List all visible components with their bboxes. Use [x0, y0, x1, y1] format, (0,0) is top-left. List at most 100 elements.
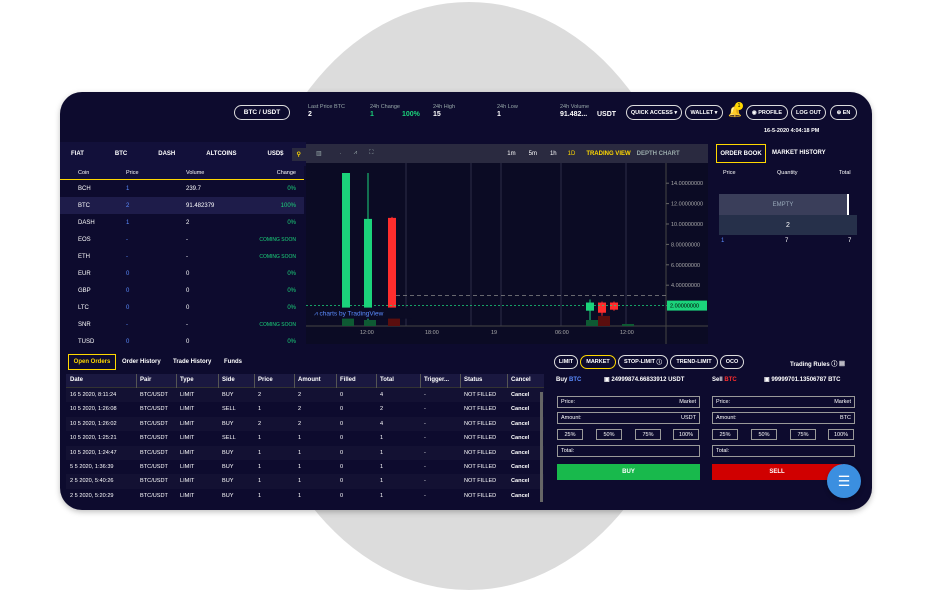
- wallet-dropdown[interactable]: WALLET ▾: [685, 105, 723, 120]
- col-coin: Coin: [78, 169, 90, 176]
- order-type-stop-limit[interactable]: STOP-LIMIT ⓘ: [618, 355, 668, 369]
- buy-pct-75[interactable]: 75%: [635, 429, 661, 440]
- buy-price-field[interactable]: Price: Market: [557, 396, 700, 408]
- profile-button[interactable]: ◉ PROFILE: [746, 105, 788, 120]
- trading-rules-link[interactable]: Trading Rules ⓘ ▦: [790, 359, 845, 368]
- market-row[interactable]: EUR 0 0 0%: [60, 265, 304, 282]
- tab-btc[interactable]: BTC: [114, 151, 128, 157]
- market-price: 2: [126, 202, 130, 209]
- ob-col-price: Price: [723, 170, 736, 176]
- market-row[interactable]: BCH 1 239.7 0%: [60, 180, 304, 197]
- order-side: BUY: [222, 392, 234, 398]
- language-button[interactable]: ⊕ EN: [830, 105, 857, 120]
- market-row[interactable]: EOS - - COMING SOON: [60, 231, 304, 248]
- sell-pct-25[interactable]: 25%: [712, 429, 738, 440]
- trading-view-tab[interactable]: TRADING VIEW: [586, 150, 631, 157]
- logout-button[interactable]: LOG OUT: [791, 105, 826, 120]
- fullscreen-icon[interactable]: ⛶: [369, 150, 374, 156]
- cancel-button[interactable]: Cancel: [511, 478, 530, 485]
- market-row[interactable]: TUSD 0 0 0%: [60, 333, 304, 350]
- buy-pct-50[interactable]: 50%: [596, 429, 622, 440]
- order-status: NOT FILLED: [464, 406, 497, 413]
- calculator-icon[interactable]: ▦: [839, 362, 846, 368]
- bar-chart-icon[interactable]: ▥: [316, 151, 322, 157]
- tab-trade-history[interactable]: Trade History: [173, 359, 212, 365]
- market-row[interactable]: ETH - - COMING SOON: [60, 248, 304, 265]
- tab-open-orders[interactable]: Open Orders: [68, 354, 116, 370]
- market-row[interactable]: BTC 2 91.482379 100%: [60, 197, 304, 214]
- cancel-button[interactable]: Cancel: [511, 392, 530, 398]
- buy-pct-25[interactable]: 25%: [557, 429, 583, 440]
- market-row[interactable]: LTC 0 0 0%: [60, 299, 304, 316]
- compare-icon[interactable]: ⩘: [353, 150, 358, 156]
- market-row[interactable]: DASH 1 2 0%: [60, 214, 304, 231]
- order-type-oco[interactable]: OCO: [720, 355, 744, 369]
- order-type-limit[interactable]: LIMIT: [554, 355, 578, 369]
- tab-fiat[interactable]: FIAT: [71, 151, 84, 157]
- order-pair: BTC/USDT: [140, 392, 168, 398]
- order-trigger: -: [424, 420, 426, 427]
- market-row[interactable]: SNR - - COMING SOON: [60, 316, 304, 333]
- sell-pct-100[interactable]: 100%: [828, 429, 854, 440]
- order-total: 1: [380, 449, 384, 456]
- interval-1m[interactable]: 1m: [507, 150, 516, 157]
- interval-1h[interactable]: 1h: [549, 150, 557, 157]
- order-type-market[interactable]: MARKET: [580, 355, 616, 369]
- interval-5m[interactable]: 5m: [528, 150, 537, 157]
- order-type: LIMIT: [180, 478, 195, 485]
- order-amount: 2: [298, 392, 302, 398]
- candle-body: [610, 302, 618, 310]
- sell-pct-75[interactable]: 75%: [790, 429, 816, 440]
- cancel-button[interactable]: Cancel: [511, 435, 530, 442]
- quick-access-dropdown[interactable]: QUICK ACCESS ▾: [626, 105, 682, 120]
- order-price: 1: [258, 449, 262, 456]
- buy-amount-unit: USDT: [681, 415, 696, 421]
- tab-altcoins[interactable]: ALTCOINS: [206, 151, 237, 157]
- sell-total-field[interactable]: Total:: [712, 445, 855, 457]
- depth-chart-tab[interactable]: DEPTH CHART: [636, 150, 680, 157]
- cancel-button[interactable]: Cancel: [511, 464, 530, 470]
- market-price: 0: [126, 270, 130, 277]
- cancel-button[interactable]: Cancel: [511, 406, 530, 413]
- sell-button[interactable]: SELL: [712, 464, 842, 480]
- market-coin: EUR: [78, 270, 91, 277]
- tab-dash[interactable]: DASH: [158, 151, 176, 157]
- market-header-row: Coin Price Volume Change: [60, 166, 304, 180]
- pair-selector-button[interactable]: BTC / USDT: [234, 105, 290, 120]
- cancel-button[interactable]: Cancel: [511, 420, 530, 427]
- chat-icon[interactable]: ☰: [827, 464, 861, 498]
- market-row[interactable]: GBP 0 0 0%: [60, 282, 304, 299]
- market-change: 0%: [287, 270, 296, 277]
- price-chart[interactable]: 14.00000000 12.00000000 10.00000000 8.00000…: [306, 163, 708, 344]
- buy-pct-100[interactable]: 100%: [673, 429, 699, 440]
- order-pair: BTC/USDT: [140, 449, 168, 456]
- orders-scrollbar[interactable]: [540, 392, 543, 502]
- market-history-tab[interactable]: MARKET HISTORY: [772, 150, 826, 156]
- cancel-button[interactable]: Cancel: [511, 449, 530, 456]
- orders-panel: Open Orders Order History Trade History …: [66, 352, 544, 510]
- current-datetime: 16-5-2020 4:04:18 PM: [764, 128, 820, 134]
- orders-col-order-pair: Pair: [140, 377, 152, 383]
- last-price-label: Last Price BTC: [308, 104, 345, 110]
- sell-price-field[interactable]: Price: Market: [712, 396, 855, 408]
- order-type-trend-limit[interactable]: TREND-LIMIT: [670, 355, 718, 369]
- order-side: BUY: [222, 464, 234, 470]
- indicator-icon[interactable]: ·: [339, 150, 342, 157]
- buy-amount-field[interactable]: Amount: USDT: [557, 412, 700, 424]
- order-amount: 1: [298, 435, 302, 442]
- tab-order-history[interactable]: Order History: [122, 359, 161, 365]
- trading-rules-label: Trading Rules: [790, 362, 830, 368]
- tab-funds[interactable]: Funds: [224, 359, 242, 365]
- buy-total-field[interactable]: Total:: [557, 445, 700, 457]
- candle-body: [388, 217, 396, 311]
- order-book-tab[interactable]: ORDER BOOK: [716, 144, 766, 163]
- interval-1d[interactable]: 1D: [567, 150, 576, 157]
- buy-button[interactable]: BUY: [557, 464, 700, 480]
- cancel-button[interactable]: Cancel: [511, 492, 530, 499]
- price-tag-box: [667, 300, 707, 311]
- sell-amount-field[interactable]: Amount: BTC: [712, 412, 855, 424]
- sell-pct-50[interactable]: 50%: [751, 429, 777, 440]
- search-icon[interactable]: ⚲: [291, 147, 306, 161]
- order-pair: BTC/USDT: [140, 464, 168, 470]
- tab-usd[interactable]: USD$: [267, 151, 284, 157]
